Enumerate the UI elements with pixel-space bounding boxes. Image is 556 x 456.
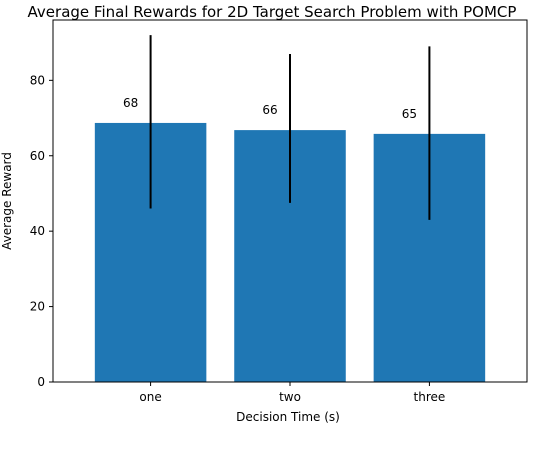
data-label-three: 65 (402, 107, 417, 121)
y-tick-label-40: 40 (30, 224, 45, 238)
chart-title: Average Final Rewards for 2D Target Sear… (28, 3, 517, 21)
x-axis-label: Decision Time (s) (236, 410, 340, 424)
y-tick-label-80: 80 (30, 73, 45, 87)
x-tick-label-three: three (414, 390, 446, 404)
x-tick-label-two: two (279, 390, 301, 404)
data-label-two: 66 (262, 103, 277, 117)
y-axis: 0 20 40 60 80 (30, 73, 53, 389)
error-bars-layer (149, 35, 431, 220)
data-label-one: 68 (123, 96, 138, 110)
y-tick-label-20: 20 (30, 300, 45, 314)
y-tick-label-0: 0 (37, 375, 45, 389)
x-axis: one two three (139, 382, 445, 404)
y-tick-label-60: 60 (30, 149, 45, 163)
data-labels-layer: 68 66 65 (123, 96, 417, 121)
y-axis-label: Average Reward (0, 152, 14, 250)
x-tick-label-one: one (139, 390, 161, 404)
